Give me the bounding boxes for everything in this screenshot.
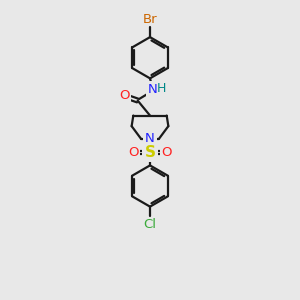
Text: O: O <box>161 146 172 159</box>
Text: O: O <box>128 146 139 159</box>
Text: Cl: Cl <box>143 218 157 231</box>
Text: H: H <box>157 82 166 95</box>
Text: S: S <box>145 145 155 160</box>
Text: N: N <box>148 83 158 96</box>
Text: N: N <box>145 132 155 145</box>
Text: Br: Br <box>143 13 157 26</box>
Text: O: O <box>119 89 130 102</box>
